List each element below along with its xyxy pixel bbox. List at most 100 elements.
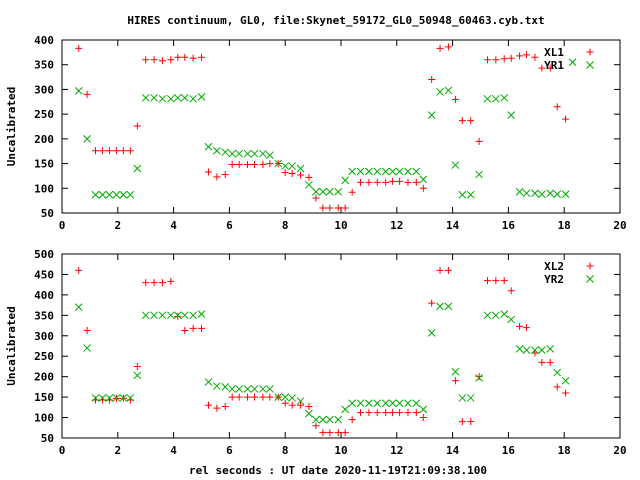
data-point [259, 385, 267, 393]
data-point [334, 429, 342, 437]
data-point [75, 266, 83, 274]
legend-marker [586, 262, 594, 270]
data-point [546, 189, 555, 198]
data-point [305, 180, 313, 189]
x-tick-label: 12 [390, 219, 403, 232]
data-point [412, 409, 420, 417]
data-point [119, 147, 127, 155]
data-point [412, 167, 421, 176]
data-point [133, 122, 141, 130]
data-point [83, 344, 91, 352]
data-point [266, 385, 274, 393]
y-tick-label: 500 [34, 248, 54, 261]
x-tick-label: 12 [390, 444, 403, 457]
data-point [483, 56, 491, 64]
data-point [500, 55, 508, 63]
data-point [305, 173, 313, 181]
data-point [296, 164, 305, 173]
data-point [235, 161, 243, 169]
y-axis-label: Uncalibrated [5, 306, 18, 385]
x-tick-label: 20 [613, 444, 626, 457]
data-point [221, 383, 230, 391]
data-point [212, 146, 221, 155]
y-tick-label: 150 [34, 158, 54, 171]
data-point [436, 88, 444, 96]
data-point [466, 394, 475, 402]
data-point [288, 169, 296, 177]
y-tick-label: 450 [34, 268, 54, 281]
data-point [91, 190, 100, 199]
data-point [436, 302, 444, 311]
data-point [546, 64, 554, 72]
data-point [395, 399, 404, 408]
data-point [228, 385, 237, 393]
data-point [174, 53, 182, 61]
data-point [412, 399, 421, 408]
data-point [404, 409, 412, 417]
data-point [235, 149, 244, 158]
data-point [553, 383, 561, 391]
data-point [562, 389, 570, 397]
data-point [259, 161, 267, 169]
data-point [334, 187, 343, 196]
data-point [553, 190, 562, 199]
data-point [373, 167, 382, 176]
data-point [91, 394, 100, 402]
data-point [334, 204, 342, 212]
data-point [458, 418, 466, 426]
y-tick-label: 400 [34, 289, 54, 302]
data-point [141, 311, 150, 320]
data-point [119, 394, 128, 402]
data-point [251, 393, 259, 401]
data-point [180, 93, 189, 102]
x-tick-label: 4 [170, 219, 177, 232]
data-point [348, 416, 356, 424]
data-point [404, 178, 412, 186]
data-point [288, 162, 297, 170]
data-point [281, 162, 290, 170]
y-tick-label: 350 [34, 309, 54, 322]
data-point [296, 397, 305, 406]
data-point [325, 187, 334, 196]
data-point [150, 279, 158, 287]
data-point [74, 303, 83, 312]
y-tick-label: 150 [34, 391, 54, 404]
data-point [158, 279, 166, 287]
data-point [365, 167, 373, 176]
data-point [561, 376, 570, 385]
data-point [119, 190, 128, 199]
data-point [228, 149, 237, 158]
data-point [444, 86, 453, 95]
data-point [568, 58, 577, 67]
data-point [475, 137, 483, 145]
data-point [319, 187, 327, 196]
data-point [365, 399, 373, 408]
data-point [173, 93, 182, 102]
panel-1: 50 100 150 200 250 300 350 400 0 2 4 6 8 10 12 14 16 18 20… [5, 34, 627, 232]
data-point [492, 56, 500, 64]
data-point [133, 362, 141, 370]
data-point [428, 76, 436, 84]
data-point [491, 94, 500, 103]
data-point [105, 190, 114, 199]
data-point [305, 403, 313, 411]
data-point [259, 149, 267, 158]
data-point [235, 393, 243, 401]
data-point [259, 393, 267, 401]
data-point [197, 92, 206, 101]
legend-marker [586, 48, 594, 56]
data-point [341, 176, 350, 185]
chart-title: HIRES continuum, GL0, file:Skynet_59172_… [127, 14, 544, 27]
y-tick-label: 250 [34, 350, 54, 363]
data-point [281, 168, 289, 176]
data-point [235, 385, 244, 393]
x-tick-label: 20 [613, 219, 626, 232]
data-point [174, 313, 182, 321]
x-tick-label: 18 [558, 219, 571, 232]
data-point [221, 148, 230, 157]
x-tick-label: 18 [558, 444, 571, 457]
data-point [427, 329, 436, 337]
legend-marker [586, 275, 594, 283]
data-point [389, 409, 397, 417]
data-point [373, 409, 381, 417]
